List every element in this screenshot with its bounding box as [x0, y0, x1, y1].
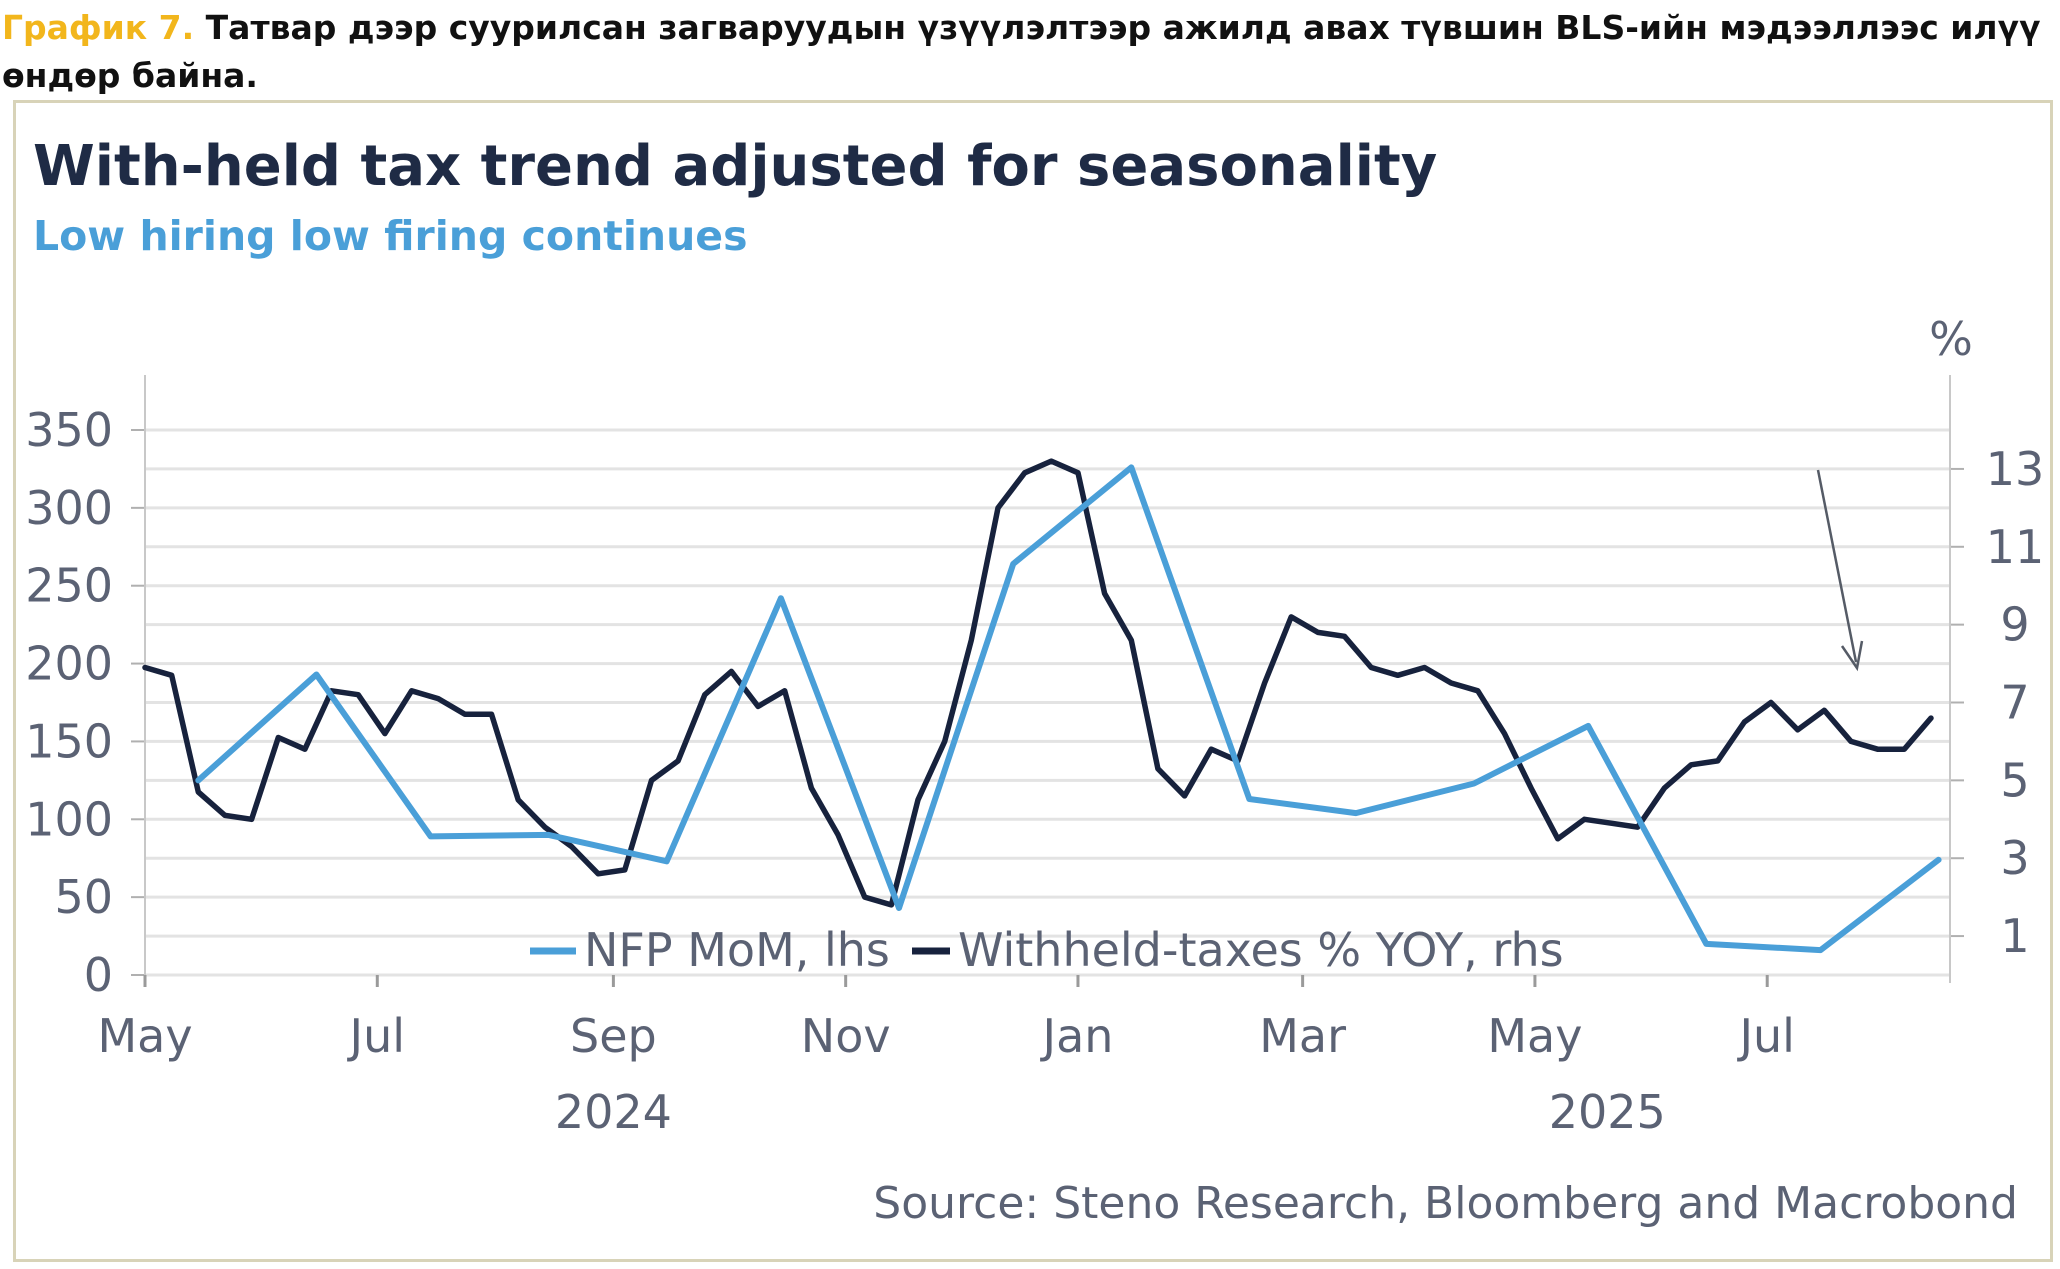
source-note: Source: Steno Research, Bloomberg and Ma…: [873, 1178, 2018, 1229]
y-left-tick-label: 250: [25, 559, 113, 613]
y-right-tick-label: 1: [2000, 909, 2029, 963]
figure-caption-text: Татвар дээр суурилсан загваруудын үзүүлэ…: [2, 8, 2041, 95]
annotation-arrow-shaft: [1816, 469, 1858, 663]
x-tick-label: Jul: [347, 1009, 406, 1063]
chart-frame: [13, 100, 2053, 1262]
series-line-nfp: [195, 464, 1942, 954]
series-lines: [142, 458, 1942, 954]
series-line-withheld-taxes: [142, 458, 1934, 908]
legend: NFP MoM, lhs Withheld-taxes % YOY, rhs: [530, 923, 1564, 977]
x-tick-label: Nov: [801, 1009, 891, 1063]
y-left-tick-label: 200: [25, 637, 113, 691]
y-left-tick-label: 150: [25, 714, 113, 768]
x-tick-label: Mar: [1259, 1009, 1346, 1063]
x-tick-label: Jul: [1736, 1009, 1795, 1063]
y-right-tick-label: 13: [1986, 442, 2045, 496]
y-right-unit-label: %: [1929, 312, 1973, 366]
legend-label-withheld: Withheld-taxes % YOY, rhs: [958, 923, 1564, 977]
grid-lines: [145, 428, 1950, 977]
y-left-tick-label: 50: [54, 870, 113, 924]
y-left-tick-label: 350: [25, 403, 113, 457]
y-left-tick-label: 0: [84, 948, 113, 1002]
chart-subtitle: Low hiring low firing continues: [33, 212, 748, 260]
x-tick-label: Sep: [570, 1009, 657, 1063]
x-tick-label: Jan: [1040, 1009, 1114, 1063]
annotations: [1816, 469, 1864, 672]
y-right-tick-label: 7: [2000, 676, 2029, 730]
y-right-tick-label: 3: [2000, 831, 2029, 885]
figure-caption: График 7. Татвар дээр суурилсан загваруу…: [2, 4, 2052, 100]
y-left-tick-label: 300: [25, 481, 113, 535]
annotation-arrow-head: [1840, 640, 1864, 672]
y-right-tick-label: 11: [1986, 520, 2045, 574]
x-year-label: 2024: [555, 1085, 672, 1139]
x-tick-label: May: [97, 1009, 192, 1063]
x-tick-label: May: [1487, 1009, 1582, 1063]
chart-title: With-held tax trend adjusted for seasona…: [33, 134, 1437, 199]
figure-caption-label: График 7.: [2, 8, 195, 47]
legend-label-nfp: NFP MoM, lhs: [584, 923, 890, 977]
y-right-tick-label: 5: [2000, 753, 2029, 807]
x-year-label: 2025: [1549, 1085, 1666, 1139]
y-right-tick-label: 9: [2000, 598, 2029, 652]
y-left-tick-label: 100: [25, 792, 113, 846]
